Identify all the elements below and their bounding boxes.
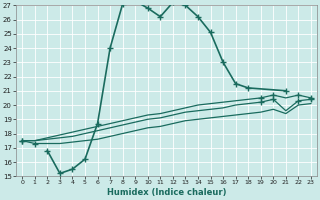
X-axis label: Humidex (Indice chaleur): Humidex (Indice chaleur) xyxy=(107,188,226,197)
